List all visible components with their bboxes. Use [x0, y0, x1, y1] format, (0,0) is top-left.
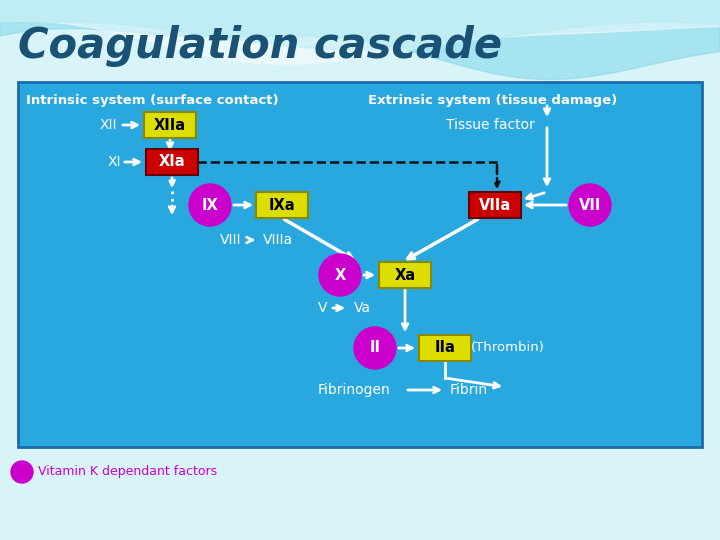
Text: Fibrinogen: Fibrinogen	[318, 383, 391, 397]
Text: IIa: IIa	[435, 341, 456, 355]
Text: XIIa: XIIa	[154, 118, 186, 132]
Circle shape	[354, 327, 396, 369]
Text: (Thrombin): (Thrombin)	[471, 341, 545, 354]
FancyBboxPatch shape	[256, 192, 308, 218]
Text: V: V	[318, 301, 328, 315]
Text: VIIIa: VIIIa	[263, 233, 293, 247]
Text: Extrinsic system (tissue damage): Extrinsic system (tissue damage)	[368, 94, 617, 107]
Text: Va: Va	[354, 301, 371, 315]
Text: II: II	[369, 341, 380, 355]
FancyBboxPatch shape	[146, 149, 198, 175]
Text: XI: XI	[108, 155, 122, 169]
Text: VIIa: VIIa	[479, 198, 511, 213]
Text: IX: IX	[202, 198, 218, 213]
Text: Tissue factor: Tissue factor	[446, 118, 534, 132]
Text: Coagulation cascade: Coagulation cascade	[18, 25, 502, 67]
Circle shape	[11, 461, 33, 483]
FancyBboxPatch shape	[379, 262, 431, 288]
Text: XIa: XIa	[158, 154, 185, 170]
Text: VII: VII	[579, 198, 601, 213]
Text: VIII: VIII	[220, 233, 241, 247]
Circle shape	[319, 254, 361, 296]
FancyBboxPatch shape	[18, 82, 702, 447]
Text: X: X	[334, 267, 346, 282]
Text: Vitamin K dependant factors: Vitamin K dependant factors	[38, 465, 217, 478]
FancyBboxPatch shape	[469, 192, 521, 218]
Circle shape	[189, 184, 231, 226]
Text: Intrinsic system (surface contact): Intrinsic system (surface contact)	[26, 94, 279, 107]
Text: Xa: Xa	[395, 267, 415, 282]
Text: IXa: IXa	[269, 198, 295, 213]
Text: XII: XII	[100, 118, 117, 132]
Circle shape	[569, 184, 611, 226]
FancyBboxPatch shape	[419, 335, 471, 361]
FancyBboxPatch shape	[144, 112, 196, 138]
Text: Fibrin: Fibrin	[450, 383, 488, 397]
